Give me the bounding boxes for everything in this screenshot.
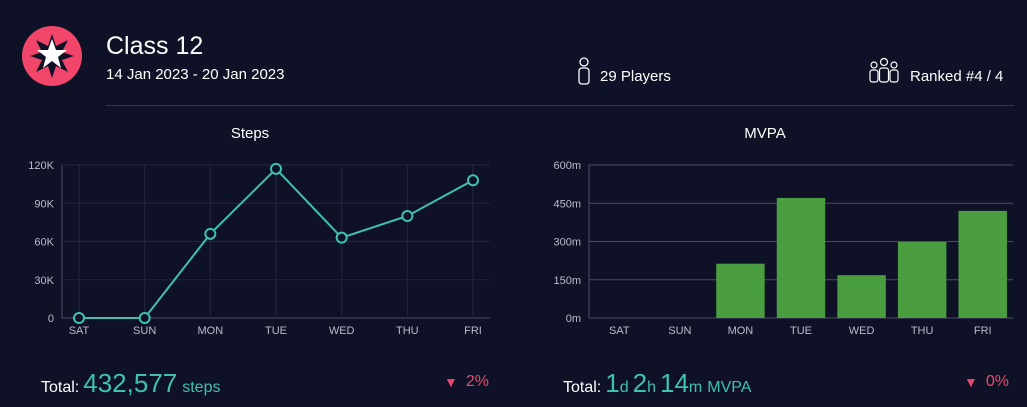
mvpa-bar <box>776 197 826 318</box>
mvpa-bar <box>716 263 765 318</box>
mvpa-total-prefix: Total: <box>563 379 602 396</box>
mvpa-x-tick-label: MON <box>728 325 754 337</box>
steps-data-point <box>401 210 414 222</box>
steps-line-chart: 0 30K 60K 90K 120K SAT SUN MON TUE WED THU FRI <box>28 160 490 337</box>
mvpa-bar-chart: 0m 150m 300m 450m 600m SAT SUN MON TUE WED THU FRI <box>553 160 1013 337</box>
steps-total-prefix: Total: <box>41 379 80 396</box>
steps-grid <box>61 164 490 319</box>
date-range: 14 Jan 2023 - 20 Jan 2023 <box>106 66 285 83</box>
person-icon <box>578 56 590 85</box>
mvpa-x-tick-label: THU <box>911 325 934 337</box>
ranked-info: Ranked #4 / 4 <box>868 54 1003 85</box>
class-title: Class 12 <box>106 32 204 60</box>
mvpa-minutes-unit: m <box>688 379 703 396</box>
steps-y-tick-label: 120K <box>28 160 54 172</box>
players-info: 29 Players <box>576 56 671 85</box>
mvpa-chart-title: MVPA <box>744 125 786 142</box>
steps-x-tick-label: MON <box>197 325 223 337</box>
mvpa-days-unit: d <box>619 379 629 396</box>
group-icon <box>869 57 899 83</box>
steps-y-ticks: 0 30K 60K 90K 120K <box>28 160 54 325</box>
mvpa-bar <box>897 242 947 318</box>
mvpa-y-tick-label: 0m <box>566 313 581 325</box>
mvpa-bars <box>716 197 1007 318</box>
header-divider <box>106 105 1014 106</box>
steps-x-tick-label: TUE <box>265 325 287 337</box>
down-triangle-icon: ▼ <box>964 374 978 390</box>
mvpa-bar <box>837 275 886 318</box>
steps-data-point <box>467 174 479 187</box>
steps-points <box>73 162 479 324</box>
mvpa-x-tick-label: TUE <box>790 325 812 337</box>
steps-total-unit: steps <box>182 379 221 396</box>
steps-data-point <box>73 312 85 324</box>
mvpa-x-ticks: SAT SUN MON TUE WED THU FRI <box>609 325 992 337</box>
steps-data-point <box>335 231 348 244</box>
mvpa-minutes-value: 14 <box>660 368 689 398</box>
steps-change: ▼ 2% <box>444 373 489 391</box>
mvpa-change-value: 0% <box>985 373 1009 390</box>
steps-total-value: 432,577 <box>83 368 178 398</box>
steps-data-point <box>270 162 282 175</box>
steps-x-tick-label: SUN <box>133 325 156 337</box>
mvpa-x-tick-label: SAT <box>609 325 630 337</box>
steps-total: Total: 432,577 steps <box>41 368 220 399</box>
mvpa-bar <box>958 210 1007 318</box>
steps-x-tick-label: SAT <box>69 325 90 337</box>
steps-x-ticks: SAT SUN MON TUE WED THU FRI <box>69 325 482 337</box>
mvpa-x-tick-label: WED <box>849 325 875 337</box>
steps-y-tick-label: 60K <box>34 237 54 249</box>
mvpa-y-tick-label: 450m <box>553 198 581 210</box>
mvpa-days-value: 1 <box>605 368 620 398</box>
class-logo <box>22 26 82 86</box>
steps-y-tick-label: 0 <box>48 313 54 325</box>
mvpa-total-unit: MVPA <box>707 379 752 396</box>
steps-data-point <box>204 227 217 240</box>
mvpa-y-tick-label: 300m <box>553 237 581 249</box>
mvpa-x-tick-label: SUN <box>668 325 691 337</box>
steps-x-tick-label: FRI <box>464 325 482 337</box>
mvpa-y-tick-label: 600m <box>553 160 581 172</box>
mvpa-change: ▼ 0% <box>964 373 1009 391</box>
mvpa-y-ticks: 0m 150m 300m 450m 600m <box>553 160 581 325</box>
ranked-label: Ranked #4 / 4 <box>910 68 1004 85</box>
steps-x-tick-label: WED <box>329 325 355 337</box>
down-triangle-icon: ▼ <box>444 374 458 390</box>
steps-data-point <box>138 312 151 324</box>
mvpa-x-tick-label: FRI <box>974 325 992 337</box>
star-burst-icon <box>30 34 74 78</box>
mvpa-hours-value: 2 <box>632 368 648 398</box>
mvpa-hours-unit: h <box>647 379 656 396</box>
steps-x-tick-label: THU <box>396 325 419 337</box>
steps-chart-title: Steps <box>230 125 270 142</box>
steps-y-tick-label: 30K <box>34 275 54 287</box>
players-count: 29 Players <box>600 68 671 85</box>
mvpa-total: Total: 1 d 2 h 14 m MVPA <box>563 368 751 399</box>
steps-y-tick-label: 90K <box>34 198 54 210</box>
steps-change-value: 2% <box>465 373 489 390</box>
mvpa-y-tick-label: 150m <box>553 275 581 287</box>
